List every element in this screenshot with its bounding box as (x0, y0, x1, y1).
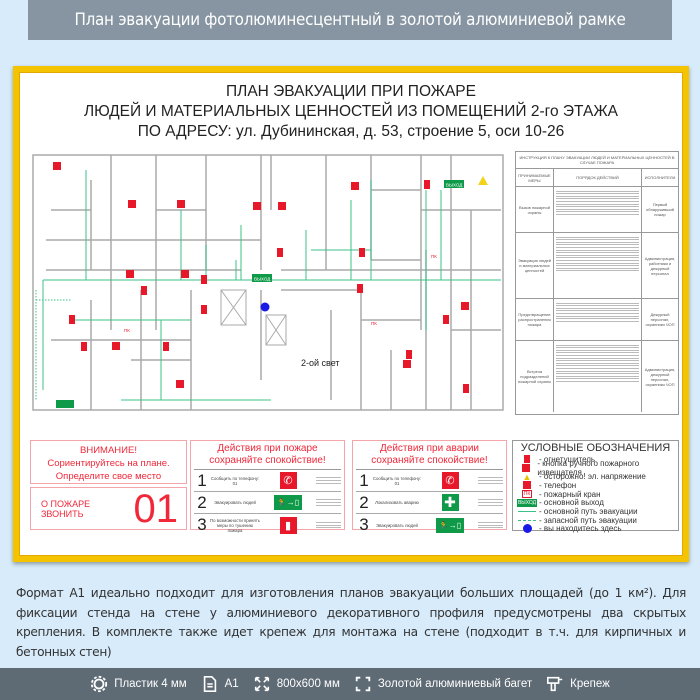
hydrant-label: ПК (124, 328, 130, 333)
feature-frame: Золотой алюминиевый багет (354, 675, 532, 693)
legend: УСЛОВНЫЕ ОБОЗНАЧЕНИЯ - огнетушитель - кн… (512, 440, 679, 534)
step-number: 1 (359, 470, 369, 490)
evacuation-plan-sign: ПЛАН ЭВАКУАЦИИ ПРИ ПОЖАРЕ ЛЮДЕЙ И МАТЕРИ… (13, 66, 689, 562)
step-number: 2 (359, 492, 369, 512)
feature-size: 800х600 мм (253, 675, 340, 693)
hydrant-icon: ПК (517, 490, 537, 499)
legend-item: - запасной путь эвакуации (539, 515, 637, 525)
feature-label: Золотой алюминиевый багет (377, 678, 533, 690)
document-icon (203, 675, 216, 693)
measure: Предотвращение распространения пожара (516, 299, 554, 340)
fire-call-box: О ПОЖАРЕ ЗВОНИТЬ 01 (30, 487, 187, 530)
step-number: 2 (197, 492, 207, 512)
feature-label: А1 (224, 678, 239, 690)
exit-signs (56, 180, 464, 408)
fire-actions-box: Действия при пожаре сохраняйте спокойстви… (190, 440, 345, 534)
step-number: 3 (359, 515, 369, 534)
call-number: 01 (133, 486, 179, 531)
executor: Администрация, работники и дежурный перс… (644, 255, 676, 276)
you-are-here-marker (260, 302, 270, 312)
step-label: Эвакуировать людей (376, 522, 418, 528)
voltage-warning-icon (478, 176, 488, 185)
fire-actions-title: Действия при пожаре (217, 443, 318, 454)
attention-box: ВНИМАНИЕ! Сориентируйтесь на плане. Опре… (30, 440, 187, 495)
executor: Первый обнаруживший пожар (646, 202, 674, 217)
legend-item: - основной путь эвакуации (539, 506, 638, 516)
call-label: О ПОЖАРЕ ЗВОНИТЬ (41, 498, 91, 519)
exit-icon: ВЫХОД (516, 498, 538, 507)
feature-label: 800х600 мм (276, 678, 340, 690)
exit-icon: 🏃→▯ (435, 517, 465, 533)
accident-actions-subtitle: сохраняйте спокойствие! (371, 455, 488, 466)
feature-label: Пластик 4 мм (114, 678, 187, 690)
header: ПОРЯДОК ДЕЙСТВИЙ (554, 169, 642, 186)
alarm-button-icon (522, 464, 531, 473)
phone-icon (523, 481, 531, 490)
step-number: 1 (197, 470, 207, 490)
first-aid-icon: ✚ (441, 494, 459, 511)
voltage-warning-icon: ▲ (522, 471, 532, 482)
accident-actions-box: Действия при аварии сохраняйте спокойстви… (352, 440, 507, 534)
step-label: Локализовать аварию (375, 500, 419, 505)
title-line: ЛЮДЕЙ И МАТЕРИАЛЬНЫХ ЦЕННОСТЕЙ ИЗ ПОМЕЩЕ… (84, 103, 618, 120)
executor: Администрация, дежурный персонал, охранн… (644, 366, 676, 387)
hydrant-label: ПК (371, 321, 377, 326)
step-label: Сообщить по телефону: 01 (372, 475, 422, 486)
legend-item: - осторожно! эл. напряжение (539, 472, 646, 482)
page-banner: План эвакуации фотолюминесцентный в золо… (28, 0, 672, 40)
phone-icon: ✆ (279, 472, 297, 489)
drill-icon (547, 676, 563, 692)
legend-item: - пожарный кран (539, 489, 601, 499)
exit-icon: 🏃→▯ (273, 495, 303, 510)
feature-fasteners: Крепеж (546, 675, 610, 693)
sign-title: ПЛАН ЭВАКУАЦИИ ПРИ ПОЖАРЕ ЛЮДЕЙ И МАТЕРИ… (19, 82, 683, 142)
legend-item: - телефон (539, 480, 577, 490)
feature-format: А1 (201, 675, 239, 693)
product-description: Формат А1 идеально подходит для изготовл… (16, 586, 686, 659)
measure: Эвакуация людей и материальных ценностей (516, 233, 554, 298)
legend-item: - основной выход (539, 498, 604, 508)
gear-icon (91, 675, 108, 693)
legend-title: УСЛОВНЫЕ ОБОЗНАЧЕНИЯ (520, 442, 671, 454)
step-label: Эвакуировать людей (214, 500, 256, 505)
instruction-title: ИНСТРУКЦИЯ К ПЛАНУ ЭВАКУАЦИИ ЛЮДЕЙ И МАТ… (516, 152, 678, 169)
header: ПРИНИМАЕМЫЕ МЕРЫ (516, 169, 554, 186)
title-line: ПО АДРЕСУ: ул. Дубининская, д. 53, строе… (137, 123, 565, 140)
atrium-label: 2-ой свет (301, 358, 340, 368)
attention-text: Сориентируйтесь на плане. (47, 458, 170, 469)
legend-item: - огнетушитель (539, 454, 596, 464)
extinguisher-icon: ▮ (279, 516, 297, 534)
phone-icons (53, 162, 469, 388)
feature-material: Пластик 4 мм (90, 675, 187, 693)
executor: Дежурный персонал, охранники ЧОП (645, 312, 675, 327)
exit-label: ВЫХОД (254, 277, 270, 282)
phone-icon: ✆ (441, 472, 459, 489)
reserve-route-icon (518, 519, 536, 521)
expand-icon (254, 676, 269, 692)
accident-actions-title: Действия при аварии (380, 443, 479, 454)
header: ИСПОЛНИТЕЛИ (644, 175, 676, 180)
exit-label: ВЫХОД (446, 183, 462, 188)
title-line: ПЛАН ЭВАКУАЦИИ ПРИ ПОЖАРЕ (226, 83, 476, 100)
step-label: Сообщить по телефону: 01 (210, 475, 260, 486)
instruction-table: ИНСТРУКЦИЯ К ПЛАНУ ЭВАКУАЦИИ ЛЮДЕЙ И МАТ… (515, 151, 679, 415)
legend-item: - вы находитесь здесь (539, 524, 622, 534)
step-number: 3 (197, 515, 207, 534)
features-bar: Пластик 4 мм А1 800х600 мм Золотой алюми… (0, 668, 700, 700)
fire-actions-subtitle: сохраняйте спокойствие! (209, 455, 326, 466)
frame-icon (355, 676, 371, 692)
legend-item: - кнопка ручного пожарного извещателя (537, 459, 640, 478)
hydrant-label: ПК (521, 490, 533, 499)
measure: Вызов пожарной охраны (516, 187, 554, 232)
you-are-here-icon (522, 524, 532, 534)
extinguisher-icon (524, 455, 530, 464)
extinguisher-icons (69, 180, 469, 393)
main-route-icon (518, 510, 536, 512)
hydrant-label: ПК (431, 254, 437, 259)
feature-label: Крепеж (570, 678, 610, 690)
step-label: По возможности принять меры по тушению п… (210, 517, 260, 533)
floor-plan: ВЫХОД ВЫХОД ПК ПК ПК 2-ой свет (32, 154, 504, 411)
measure: Встреча подразделений пожарной охраны (516, 341, 554, 412)
attention-heading: ВНИМАНИЕ! (80, 445, 137, 456)
